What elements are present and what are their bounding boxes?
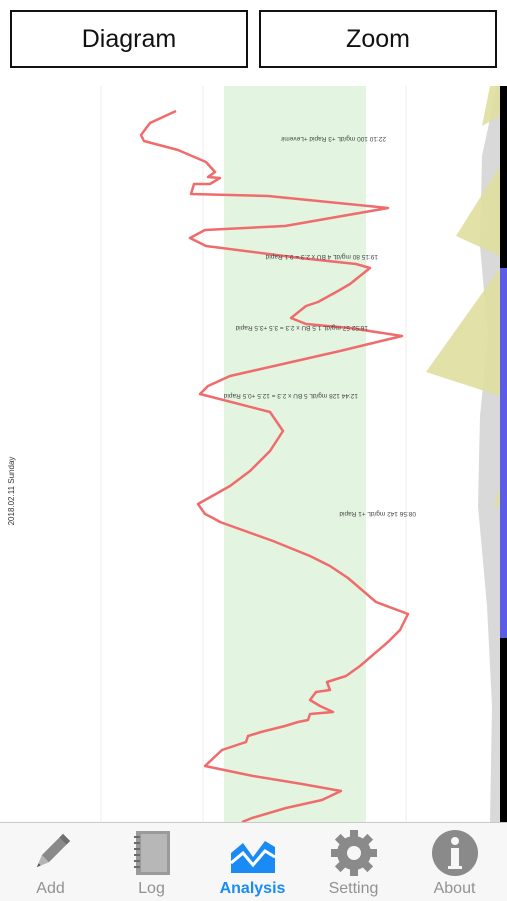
tab-label: Setting	[328, 880, 379, 897]
tab-log[interactable]: Log	[101, 823, 202, 901]
insulin-marker	[482, 86, 500, 126]
event-annotations: 22:10 100 mg/dL +3 Rapid +Levemir 19:15 …	[223, 135, 416, 517]
event-annotation: 12:44 128 mg/dL 5 BU x 2.3 = 12.5 +0.5 R…	[223, 392, 358, 399]
target-range-band	[224, 86, 366, 822]
glucose-chart-svg: 22:10 100 mg/dL +3 Rapid +Levemir 19:15 …	[7, 86, 507, 822]
tab-label: Analysis	[219, 880, 286, 897]
tab-label: About	[433, 880, 476, 897]
glucose-line	[139, 109, 410, 822]
diagram-button[interactable]: Diagram	[10, 10, 248, 68]
tab-setting[interactable]: Setting	[303, 823, 404, 901]
event-annotation: 08:56 142 mg/dL +1 Rapid	[339, 510, 416, 517]
tab-analysis[interactable]: Analysis	[202, 823, 303, 901]
insulin-marker	[494, 486, 500, 508]
timeline-edge-bar	[500, 86, 507, 268]
chart-icon	[230, 841, 276, 873]
tab-add[interactable]: Add	[0, 823, 101, 901]
event-annotation: 16:52 57 mg/dL 1.5 BU x 2.3 = 3.5 +3.5 R…	[235, 324, 368, 331]
date-label: 2018.02.11 Sunday	[7, 457, 16, 526]
timeline-edge-bar	[500, 638, 507, 822]
tab-bar: Add Log Analysis	[0, 822, 507, 901]
visible-range-indicator[interactable]	[500, 268, 507, 638]
info-icon	[432, 830, 478, 876]
event-annotation: 19:15 80 mg/dL 4 BU x 2.3 = 9.1 Rapid	[265, 253, 378, 260]
tab-about[interactable]: About	[404, 823, 505, 901]
insulin-marker	[456, 166, 500, 256]
activity-shape	[478, 86, 500, 822]
tab-label: Add	[36, 880, 65, 897]
gear-icon	[331, 830, 377, 876]
glucose-chart[interactable]: 22:10 100 mg/dL +3 Rapid +Levemir 19:15 …	[0, 86, 507, 822]
event-annotation: 22:10 100 mg/dL +3 Rapid +Levemir	[280, 135, 386, 142]
top-toolbar: Diagram Zoom	[0, 0, 507, 86]
insulin-marker	[426, 268, 500, 396]
zoom-button[interactable]: Zoom	[259, 10, 497, 68]
tab-label: Log	[138, 880, 165, 897]
pencil-icon	[36, 833, 71, 868]
notebook-icon	[134, 831, 170, 875]
